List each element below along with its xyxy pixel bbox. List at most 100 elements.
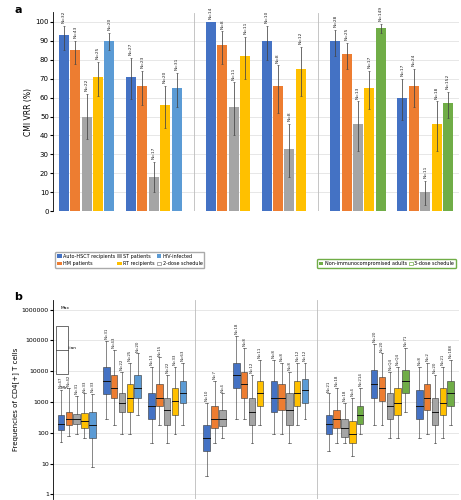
Bar	[271, 381, 277, 412]
Text: N=17: N=17	[152, 146, 156, 159]
Bar	[206, 22, 216, 211]
Bar	[448, 381, 454, 406]
Bar	[70, 50, 80, 211]
Text: N=43: N=43	[112, 337, 116, 348]
Bar	[240, 56, 250, 211]
Bar	[211, 406, 218, 428]
Text: N=28: N=28	[333, 14, 337, 26]
Text: N=18: N=18	[335, 374, 339, 386]
Text: N=23: N=23	[140, 56, 144, 68]
Bar	[171, 88, 182, 211]
Text: N=25: N=25	[128, 350, 132, 361]
Bar	[261, 41, 272, 211]
Text: N=10: N=10	[205, 390, 209, 401]
Bar	[357, 406, 363, 424]
Bar	[273, 86, 283, 211]
Bar	[111, 374, 117, 398]
Bar	[103, 366, 110, 394]
Bar	[257, 381, 263, 406]
Bar	[217, 44, 227, 211]
Bar	[330, 41, 340, 211]
Bar	[408, 86, 419, 211]
Text: N=22: N=22	[84, 78, 89, 91]
Text: N=32: N=32	[62, 10, 66, 23]
Text: N=71: N=71	[403, 334, 408, 346]
Text: N=2: N=2	[425, 352, 429, 361]
Text: N=11: N=11	[423, 166, 427, 178]
Bar	[431, 124, 442, 211]
Bar	[440, 388, 446, 415]
Text: Q1: Q1	[60, 366, 66, 370]
Text: N=8: N=8	[276, 53, 280, 62]
Text: N=33: N=33	[173, 354, 177, 365]
Text: N=18: N=18	[343, 390, 347, 401]
Bar	[156, 384, 163, 406]
Text: N=12: N=12	[299, 32, 303, 44]
Text: N=188: N=188	[449, 344, 453, 358]
Text: N=15: N=15	[157, 344, 161, 356]
Text: N=14: N=14	[209, 6, 213, 19]
Bar	[278, 384, 285, 409]
Text: b: b	[14, 292, 22, 302]
Bar	[333, 410, 340, 428]
Text: N=12: N=12	[303, 350, 307, 361]
Text: N=4: N=4	[350, 387, 355, 396]
Bar	[395, 388, 401, 415]
Text: N=33: N=33	[83, 380, 87, 392]
Text: N=21: N=21	[327, 380, 331, 392]
Bar	[219, 410, 225, 426]
Text: N=31: N=31	[75, 382, 79, 394]
Bar	[432, 398, 438, 425]
Bar	[365, 88, 374, 211]
Text: N=47: N=47	[59, 376, 63, 388]
Text: N=63: N=63	[181, 350, 185, 361]
Bar	[387, 394, 393, 419]
Bar	[379, 376, 385, 400]
Bar	[342, 54, 352, 211]
Text: a: a	[14, 4, 22, 15]
Text: N=25: N=25	[344, 28, 349, 40]
Bar	[172, 388, 178, 415]
Text: N=Q4: N=Q4	[388, 358, 392, 370]
Bar	[89, 412, 95, 438]
Text: N=18: N=18	[234, 322, 238, 334]
Bar	[81, 414, 88, 428]
Bar	[233, 362, 240, 388]
Bar	[424, 384, 431, 409]
Text: N=12: N=12	[295, 350, 299, 361]
Text: N=20: N=20	[136, 340, 140, 351]
Bar	[126, 77, 136, 211]
Text: N=8: N=8	[220, 19, 225, 28]
Text: N=11: N=11	[243, 22, 247, 34]
Bar	[241, 372, 248, 398]
Bar	[104, 41, 114, 211]
Text: N=214: N=214	[358, 372, 362, 386]
Bar	[148, 394, 155, 419]
Text: N=8: N=8	[272, 349, 276, 358]
Bar	[416, 390, 423, 419]
Text: N=24: N=24	[412, 54, 416, 66]
Text: N=11: N=11	[232, 68, 236, 80]
Bar	[137, 86, 147, 211]
Text: N=8: N=8	[279, 352, 284, 361]
Bar	[93, 77, 103, 211]
Text: N=7: N=7	[213, 370, 217, 379]
Text: N=12: N=12	[250, 362, 254, 373]
Text: N=25: N=25	[96, 46, 100, 59]
Bar	[249, 398, 255, 425]
Text: N=20: N=20	[433, 362, 437, 373]
Text: N=10: N=10	[265, 10, 269, 23]
Bar	[203, 425, 210, 452]
Text: N=22: N=22	[120, 358, 124, 370]
Text: N=152: N=152	[446, 74, 450, 89]
Text: N=17: N=17	[367, 56, 372, 68]
Text: N=21: N=21	[441, 354, 445, 365]
Bar	[82, 116, 92, 211]
Bar	[302, 379, 308, 402]
Text: N=20: N=20	[107, 18, 112, 30]
Text: N=31: N=31	[175, 58, 178, 70]
Text: Min: Min	[60, 386, 68, 390]
Text: N=42: N=42	[67, 375, 71, 386]
Text: N=8: N=8	[417, 356, 421, 365]
Bar	[180, 381, 186, 402]
